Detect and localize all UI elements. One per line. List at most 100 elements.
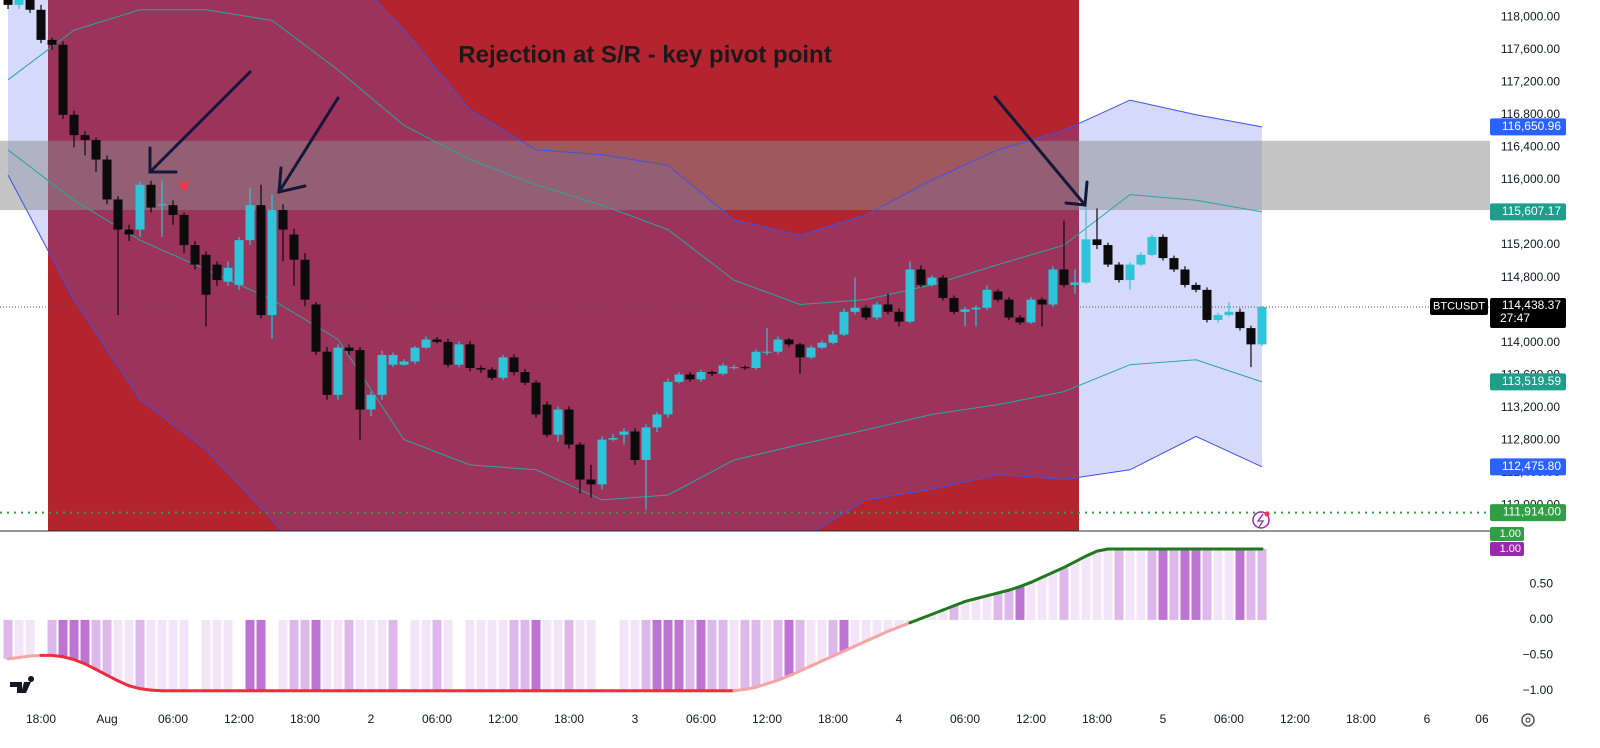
indicator-tick-label: −0.50 <box>1523 648 1554 662</box>
candle-body <box>135 184 145 230</box>
x-tick-label: 4 <box>896 712 903 726</box>
indicator-line <box>105 673 120 683</box>
candle-body <box>751 351 761 368</box>
candle-body <box>146 184 156 208</box>
y-tick-label: 115,200.00 <box>1501 237 1560 251</box>
annotation-arrow <box>148 70 252 174</box>
indicator-bar <box>652 619 662 691</box>
indicator-bar <box>586 619 596 691</box>
indicator-bar <box>740 619 750 690</box>
candle-body <box>872 304 882 318</box>
indicator-bar <box>179 619 189 691</box>
x-tick-label: 12:00 <box>1280 712 1310 726</box>
indicator-line <box>1073 554 1088 564</box>
arrow-head <box>148 146 178 174</box>
candle-body <box>949 297 959 312</box>
tv-logo <box>10 676 35 693</box>
indicator-bar <box>91 619 101 670</box>
candle-body <box>47 39 57 45</box>
indicator-bar <box>344 619 354 691</box>
x-tick-label: 12:00 <box>224 712 254 726</box>
candle-body <box>1224 311 1234 316</box>
y-tick-label: 117,200.00 <box>1501 74 1560 88</box>
alert-icon <box>1252 511 1270 529</box>
candle-body <box>1136 254 1146 265</box>
indicator-bar <box>520 619 530 691</box>
indicator-line <box>1018 580 1033 589</box>
candle-body <box>1114 264 1124 281</box>
indicator-bar <box>366 619 376 691</box>
indicator-tick-label: −1.00 <box>1523 683 1554 697</box>
indicator-bar <box>575 619 585 691</box>
indicator-bar <box>278 619 288 691</box>
indicator-bar <box>113 619 123 681</box>
indicator-bar <box>421 619 431 691</box>
x-tick-label: 18:00 <box>290 712 320 726</box>
candle-body <box>971 307 981 310</box>
x-tick-label: 06:00 <box>950 712 980 726</box>
candle-body <box>1235 311 1245 329</box>
x-tick-label: 5 <box>1160 712 1167 726</box>
indicator-bar <box>729 619 739 691</box>
candle-body <box>1026 299 1036 323</box>
indicator-bar <box>927 614 937 620</box>
indicator-bar <box>25 619 35 657</box>
indicator-bar <box>1202 549 1212 620</box>
price-badge <box>1490 373 1566 391</box>
y-tick-label: 116,800.00 <box>1501 107 1560 121</box>
indicator-line <box>776 674 791 682</box>
annotation-arrow <box>993 95 1087 207</box>
indicator-bar <box>410 619 420 691</box>
candle-body <box>718 365 728 374</box>
price-badge <box>1490 203 1566 221</box>
indicator-bar <box>465 619 475 691</box>
indicator-tick-label: 0.00 <box>1530 612 1554 626</box>
candle-body <box>388 354 398 365</box>
indicator-bar <box>1136 549 1146 620</box>
indicator-bar <box>223 619 233 691</box>
indicator-line <box>908 616 923 625</box>
indicator-line <box>919 612 934 620</box>
indicator-bar <box>443 619 453 691</box>
candle-body <box>1246 328 1256 345</box>
candle-body <box>619 431 629 435</box>
x-tick-label: 12:00 <box>488 712 518 726</box>
indicator-bar <box>894 619 904 627</box>
indicator-line <box>930 608 945 616</box>
indicator-bar <box>564 619 574 691</box>
indicator-bar <box>1246 549 1256 620</box>
indicator-line <box>17 654 32 659</box>
indicator-line <box>809 659 824 668</box>
indicator-line <box>875 629 890 638</box>
candle-body <box>729 367 739 369</box>
candle-body <box>1202 289 1212 320</box>
x-tick-label: 06:00 <box>158 712 188 726</box>
indicator-line <box>28 653 43 658</box>
candle-body <box>894 311 904 322</box>
indicator-line <box>116 679 131 688</box>
candle-body <box>3 0 13 5</box>
candle-body <box>1037 299 1047 305</box>
y-tick-label: 117,600.00 <box>1501 42 1560 56</box>
candle-body <box>91 140 101 160</box>
x-tick-label: 18:00 <box>26 712 56 726</box>
indicator-bar <box>256 619 266 691</box>
candle-body <box>575 444 585 480</box>
last-price-label: 114,438.37 <box>1502 298 1561 312</box>
candle-body <box>883 304 893 312</box>
candle-body <box>597 439 607 485</box>
price-pane: Rejection at S/R - key pivot point <box>0 0 1490 531</box>
candle-body <box>234 240 244 285</box>
candle-body <box>740 367 750 369</box>
indicator-bar <box>1059 567 1069 620</box>
arrow-head <box>1064 180 1089 207</box>
indicator-line <box>864 634 879 643</box>
level-badge <box>1490 504 1566 522</box>
indicator-line <box>952 599 967 608</box>
indicator-line <box>127 684 142 691</box>
indicator-line <box>1007 585 1022 592</box>
candle-body <box>531 382 541 415</box>
candle-body <box>586 479 596 485</box>
indicator-bar <box>850 619 860 647</box>
